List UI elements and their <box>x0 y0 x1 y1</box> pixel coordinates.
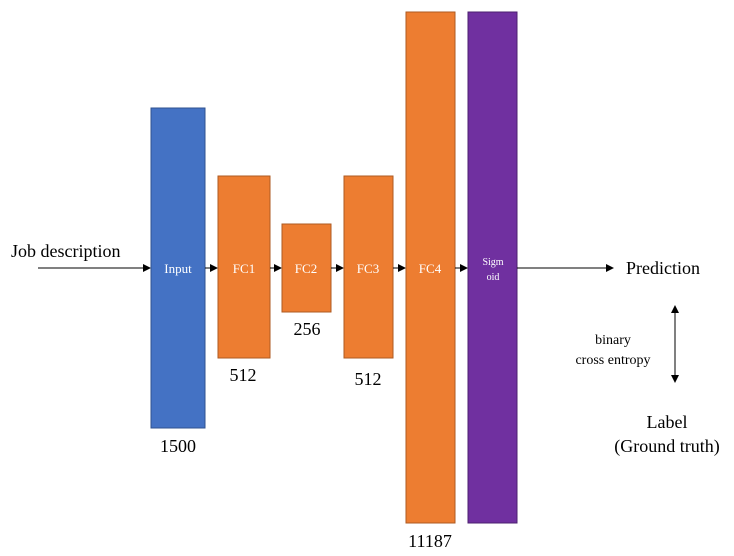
loss-label-line2: cross entropy <box>575 353 650 368</box>
sigmoid-layer-label-line2: oid <box>487 272 500 283</box>
fc3-layer-block <box>343 175 394 359</box>
fc4-layer-size: 11187 <box>408 531 452 551</box>
fc2-layer-block <box>281 223 332 313</box>
ground-truth-label-line1: Label <box>647 412 688 432</box>
input-layer-label: Input <box>164 261 192 276</box>
input-layer-block <box>150 107 206 429</box>
fc2-layer-size: 256 <box>294 319 321 339</box>
fc1-layer-size: 512 <box>230 365 257 385</box>
fc3-layer-size: 512 <box>355 369 382 389</box>
fc1-layer-label: FC1 <box>233 261 255 276</box>
fc4-layer-block <box>405 11 456 524</box>
input-layer-size: 1500 <box>160 436 196 456</box>
sigmoid-layer-label-line1: Sigm <box>482 257 503 268</box>
fc3-layer-label: FC3 <box>357 261 379 276</box>
sigmoid-layer-block <box>467 11 518 524</box>
fc1-layer-block <box>217 175 271 359</box>
fc4-layer-label: FC4 <box>419 261 442 276</box>
prediction-label: Prediction <box>626 258 700 278</box>
loss-label-line1: binary <box>595 333 631 348</box>
input-label: Job description <box>11 241 121 261</box>
fc2-layer-label: FC2 <box>295 261 317 276</box>
ground-truth-label-line2: (Ground truth) <box>614 436 719 457</box>
